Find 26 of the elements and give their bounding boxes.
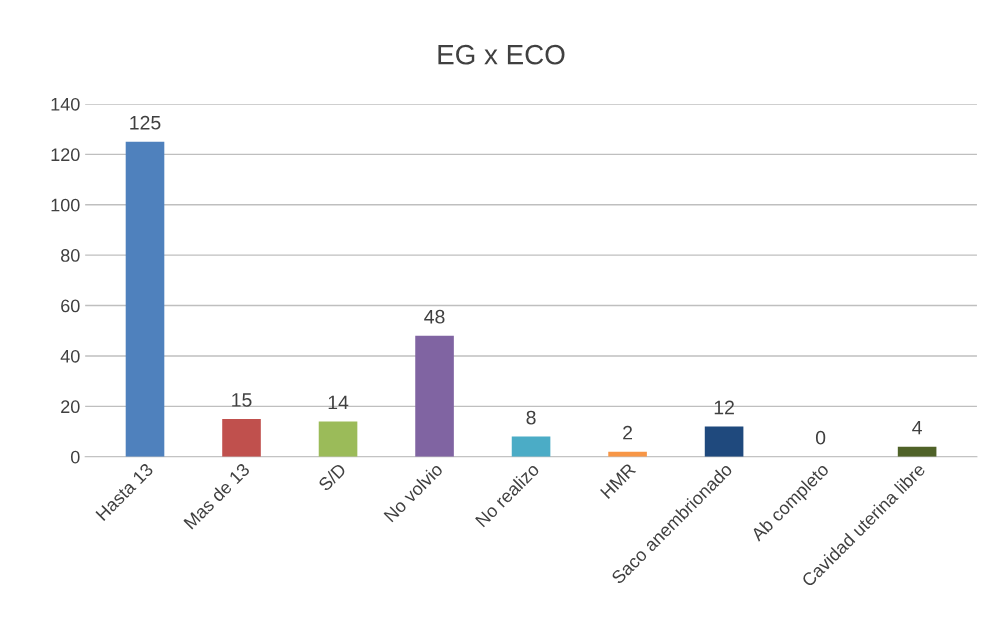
bar <box>704 426 744 457</box>
data-label: 2 <box>623 425 632 440</box>
data-label: 8 <box>526 410 536 425</box>
data-label: 15 <box>232 393 252 407</box>
y-tick-label: 100 <box>51 198 80 212</box>
y-tick-label: 0 <box>70 450 80 464</box>
y-tick-label: 120 <box>51 148 80 162</box>
y-tick-label: 60 <box>61 299 80 313</box>
data-label: 0 <box>815 430 826 445</box>
chart-title: EG x ECO <box>438 44 565 65</box>
bar <box>222 418 261 457</box>
data-label: 14 <box>328 395 349 410</box>
y-tick-label: 140 <box>51 97 80 111</box>
data-label: 125 <box>130 115 161 130</box>
bar <box>415 335 454 457</box>
bar <box>318 421 358 457</box>
x-tick-label: S/D <box>317 462 347 492</box>
data-label: 48 <box>424 309 445 324</box>
bar <box>125 141 165 457</box>
bar <box>511 436 551 457</box>
data-label: 4 <box>912 420 922 435</box>
y-tick-label: 80 <box>61 249 80 262</box>
y-tick-label: 20 <box>61 400 80 414</box>
x-tick-label: Mas de 13 <box>182 462 251 530</box>
data-label: 12 <box>714 400 734 415</box>
y-tick-label: 40 <box>60 349 80 363</box>
